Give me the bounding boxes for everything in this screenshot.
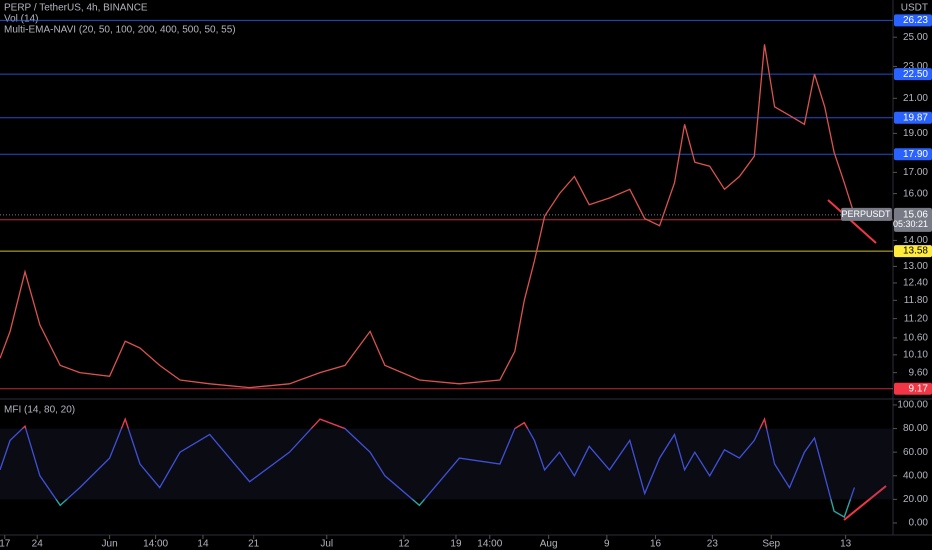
trend-annotation bbox=[843, 485, 887, 521]
y-tick-label: 9.60 bbox=[909, 367, 929, 378]
x-tick-label: 13 bbox=[840, 539, 852, 550]
x-tick-label: Sep bbox=[762, 539, 780, 550]
symbol-label: PERPUSDT bbox=[841, 209, 891, 219]
x-tick-label: 16 bbox=[650, 539, 662, 550]
y-tick-label: 12.40 bbox=[903, 278, 928, 289]
series-line bbox=[0, 44, 856, 389]
y-tick-label: 11.80 bbox=[904, 295, 929, 306]
x-tick-label: Aug bbox=[540, 539, 558, 550]
y-tick-label: 21.00 bbox=[903, 93, 928, 104]
trend-annotation bbox=[827, 199, 877, 244]
symbol-box bbox=[841, 207, 892, 221]
level-label-box bbox=[894, 148, 932, 161]
y-tick-label: 11.20 bbox=[904, 313, 929, 324]
y-tick-label: 10.60 bbox=[903, 333, 928, 344]
y-tick-label: 20.00 bbox=[903, 494, 928, 505]
x-tick-label: 24 bbox=[32, 539, 44, 550]
level-label-box bbox=[894, 68, 932, 81]
x-tick-label: 14:00 bbox=[477, 539, 502, 550]
countdown-label: 05:30:21 bbox=[893, 219, 928, 229]
y-tick-label: 40.00 bbox=[903, 470, 928, 481]
y-tick-label: 14.00 bbox=[903, 235, 928, 246]
x-tick-label: 14 bbox=[197, 539, 209, 550]
level-label-box bbox=[894, 14, 932, 27]
x-tick-label: 14:00 bbox=[143, 539, 168, 550]
y-tick-label: 60.00 bbox=[903, 447, 928, 458]
axis-unit: USDT bbox=[901, 3, 928, 14]
x-tick-label: 21 bbox=[248, 539, 260, 550]
x-tick-label: Jun bbox=[102, 539, 118, 550]
level-label-box bbox=[894, 382, 932, 395]
level-label: 26.23 bbox=[903, 15, 928, 26]
indicator-label: Multi-EMA-NAVI (20, 50, 100, 200, 400, 5… bbox=[4, 25, 236, 36]
y-tick-label: 13.00 bbox=[903, 261, 928, 272]
last-price-label: 15.06 bbox=[903, 209, 928, 220]
indicator-label: Vol (14) bbox=[4, 14, 38, 25]
last-price-box bbox=[894, 207, 932, 232]
y-tick-label: 80.00 bbox=[903, 423, 928, 434]
level-label: 22.50 bbox=[903, 69, 928, 80]
mfi-title: MFI (14, 80, 20) bbox=[4, 405, 75, 416]
level-label-box bbox=[894, 245, 932, 258]
y-tick-label: 0.00 bbox=[909, 518, 929, 529]
y-tick-label: 25.00 bbox=[903, 32, 928, 43]
y-tick-label: 19.00 bbox=[903, 128, 928, 139]
y-tick-label: 100.00 bbox=[897, 400, 928, 411]
band-fill bbox=[0, 428, 893, 500]
level-label-box bbox=[894, 111, 932, 124]
level-label: 13.58 bbox=[903, 246, 928, 257]
x-tick-label: 17 bbox=[0, 539, 11, 550]
y-tick-label: 16.00 bbox=[903, 188, 928, 199]
x-tick-label: 9 bbox=[604, 539, 610, 550]
x-tick-label: 23 bbox=[707, 539, 719, 550]
chart-title: PERP / TetherUS, 4h, BINANCE bbox=[4, 3, 148, 14]
x-tick-label: 19 bbox=[450, 539, 462, 550]
level-label: 19.87 bbox=[903, 112, 928, 123]
y-tick-label: 17.00 bbox=[903, 167, 928, 178]
x-tick-label: 12 bbox=[398, 539, 410, 550]
level-label: 9.17 bbox=[909, 383, 929, 394]
x-tick-label: Jul bbox=[320, 539, 333, 550]
y-tick-label: 10.10 bbox=[903, 349, 928, 360]
level-label: 17.90 bbox=[903, 149, 928, 160]
y-tick-label: 23.00 bbox=[903, 61, 928, 72]
overbought-line bbox=[21, 417, 768, 429]
